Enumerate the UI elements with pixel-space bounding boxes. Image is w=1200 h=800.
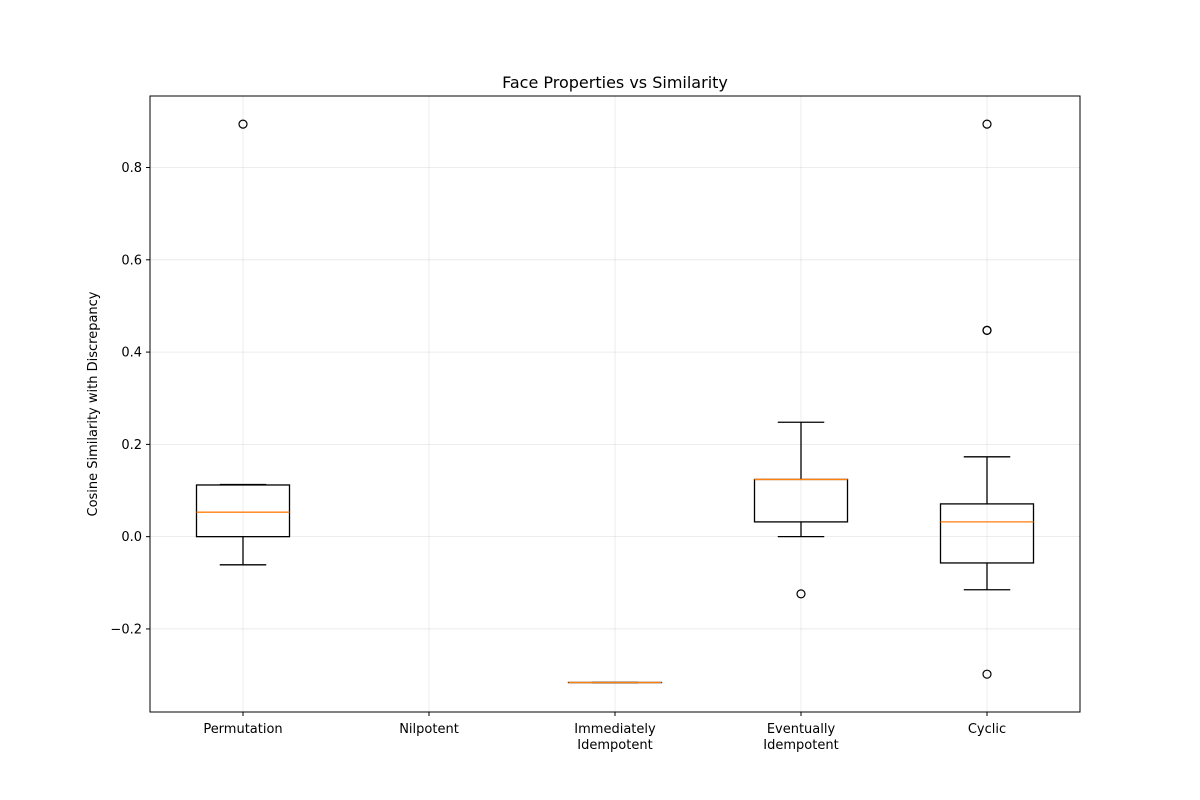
box-iqr — [939, 503, 1035, 564]
x-axis: Permutation Nilpotent ImmediatelyIdempoten… — [203, 712, 1006, 753]
outlier-point — [982, 119, 992, 129]
x-tick-label: Idempotent — [763, 738, 838, 753]
outlier-point — [796, 589, 806, 599]
y-tick-label: −0.2 — [110, 622, 142, 637]
y-axis: −0.2 0.0 0.2 0.4 0.6 0.8 — [110, 161, 150, 637]
x-tick-label: Permutation — [203, 722, 282, 737]
y-tick-label: 0.6 — [121, 253, 142, 268]
x-tick-label: Immediately — [574, 722, 656, 737]
chart-title: Face Properties vs Similarity — [502, 73, 728, 92]
outlier-point — [982, 325, 992, 336]
y-tick-label: 0.0 — [121, 530, 142, 545]
box-group — [939, 119, 1035, 679]
y-tick-label: 0.2 — [121, 438, 142, 453]
y-axis-label: Cosine Similarity with Discrepancy — [86, 291, 101, 516]
box-iqr — [195, 484, 291, 538]
x-tick-label: Nilpotent — [399, 722, 459, 737]
x-tick-label: Eventually — [767, 722, 836, 737]
y-tick-label: 0.8 — [121, 161, 142, 176]
outlier-point — [238, 119, 248, 129]
x-tick-label: Cyclic — [968, 722, 1006, 737]
box-group — [753, 421, 849, 599]
box-group — [195, 119, 291, 566]
box-series — [195, 119, 1035, 684]
y-tick-label: 0.4 — [121, 346, 142, 361]
outlier-point — [982, 669, 992, 679]
x-tick-label: Idempotent — [577, 738, 652, 753]
grid-lines — [150, 96, 1080, 712]
